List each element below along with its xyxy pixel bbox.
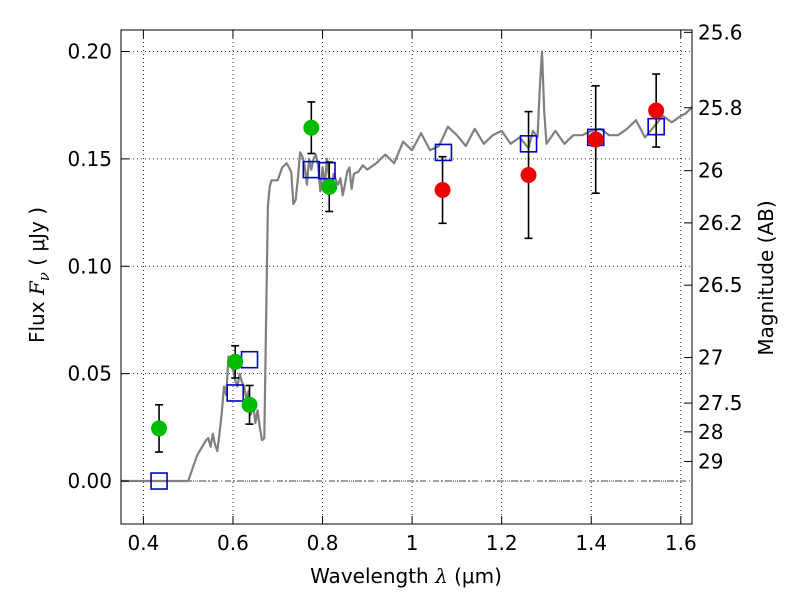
model-flux-square [150, 472, 168, 490]
y-tick-label: 0.00 [67, 469, 112, 493]
ticks [121, 30, 692, 524]
x-tick-label: 1.4 [575, 531, 607, 555]
x-tick-labels: 0.4 0.6 0.8 1 1.2 1.4 1.6 [127, 531, 696, 555]
green-data-point [151, 420, 168, 437]
green-data-point [303, 119, 320, 136]
magnitude-tick-label: 27.5 [698, 391, 743, 415]
model-series [121, 50, 693, 483]
x-tick-label: 1.6 [665, 531, 697, 555]
magnitude-tick-labels: 25.6 25.8 26 26.2 26.5 27 27.5 28 29 [698, 20, 743, 473]
model-flux-square [226, 384, 244, 402]
y2-axis-title: Magnitude (AB) [754, 200, 778, 355]
magnitude-tick-label: 26.5 [698, 273, 743, 297]
error-bars [155, 73, 661, 453]
red-data-point [434, 182, 451, 199]
model-sed-line [121, 50, 693, 483]
x-tick-label: 1 [406, 531, 419, 555]
magnitude-tick-label: 26.2 [698, 211, 743, 235]
y-tick-label: 0.20 [67, 39, 112, 63]
grid [121, 30, 692, 524]
magnitude-tick-label: 26 [698, 159, 723, 183]
magnitude-tick-label: 25.8 [698, 96, 743, 120]
y-tick-label: 0.05 [67, 362, 112, 386]
x-axis-title: Wavelength λ (μm) [310, 564, 502, 588]
point-series [151, 102, 665, 437]
x-axis-symbol: λ [434, 564, 448, 588]
magnitude-tick-label: 27 [698, 346, 723, 370]
x-tick-label: 1.2 [486, 531, 518, 555]
square-series [150, 117, 665, 490]
y-axis-symbol: F [25, 280, 49, 296]
magnitude-tick-label: 29 [698, 449, 723, 473]
y-tick-label: 0.10 [67, 254, 112, 278]
model-flux-square [434, 143, 453, 162]
model-flux-square [240, 350, 259, 369]
green-data-point [321, 178, 338, 195]
y-tick-labels: 0.00 0.05 0.10 0.15 0.20 [67, 39, 112, 493]
y-axis-title: Flux Fν ( μJy ) [25, 207, 53, 343]
y-tick-label: 0.15 [67, 147, 112, 171]
x-tick-label: 0.6 [217, 531, 249, 555]
magnitude-tick-label: 25.6 [698, 20, 743, 44]
red-data-point [587, 131, 604, 148]
x-tick-label: 0.8 [307, 531, 339, 555]
y-axis-subscript: ν [35, 272, 53, 281]
magnitude-tick-label: 28 [698, 420, 723, 444]
green-data-point [227, 353, 244, 370]
red-data-point [648, 102, 665, 119]
red-data-point [520, 166, 537, 183]
plot-frame [120, 29, 693, 525]
x-tick-label: 0.4 [127, 531, 159, 555]
green-data-point [241, 396, 258, 413]
